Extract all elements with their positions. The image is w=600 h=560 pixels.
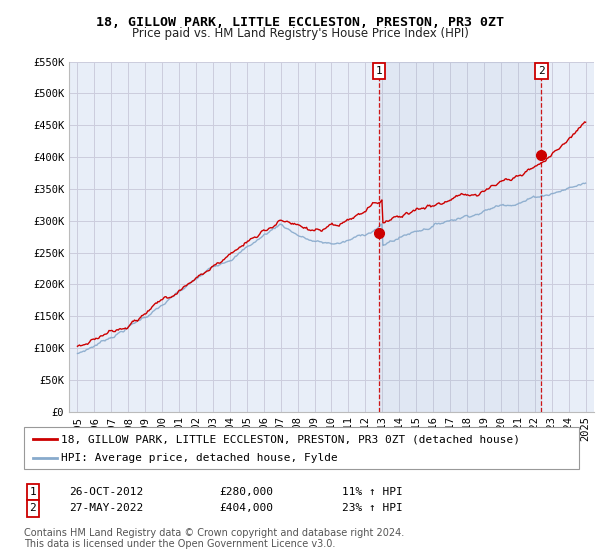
Text: £280,000: £280,000: [219, 487, 273, 497]
Text: 27-MAY-2022: 27-MAY-2022: [69, 503, 143, 514]
Text: HPI: Average price, detached house, Fylde: HPI: Average price, detached house, Fyld…: [61, 452, 338, 463]
Text: 18, GILLOW PARK, LITTLE ECCLESTON, PRESTON, PR3 0ZT: 18, GILLOW PARK, LITTLE ECCLESTON, PREST…: [96, 16, 504, 29]
Text: 1: 1: [29, 487, 37, 497]
Text: 23% ↑ HPI: 23% ↑ HPI: [342, 503, 403, 514]
Text: 1: 1: [376, 66, 383, 76]
Text: 2: 2: [29, 503, 37, 514]
Text: 11% ↑ HPI: 11% ↑ HPI: [342, 487, 403, 497]
Bar: [379, 62, 541, 412]
Text: Contains HM Land Registry data © Crown copyright and database right 2024.
This d: Contains HM Land Registry data © Crown c…: [24, 528, 404, 549]
Text: 18, GILLOW PARK, LITTLE ECCLESTON, PRESTON, PR3 0ZT (detached house): 18, GILLOW PARK, LITTLE ECCLESTON, PREST…: [61, 434, 520, 444]
Text: Price paid vs. HM Land Registry's House Price Index (HPI): Price paid vs. HM Land Registry's House …: [131, 27, 469, 40]
Text: 2: 2: [538, 66, 545, 76]
Text: £404,000: £404,000: [219, 503, 273, 514]
Text: 26-OCT-2012: 26-OCT-2012: [69, 487, 143, 497]
